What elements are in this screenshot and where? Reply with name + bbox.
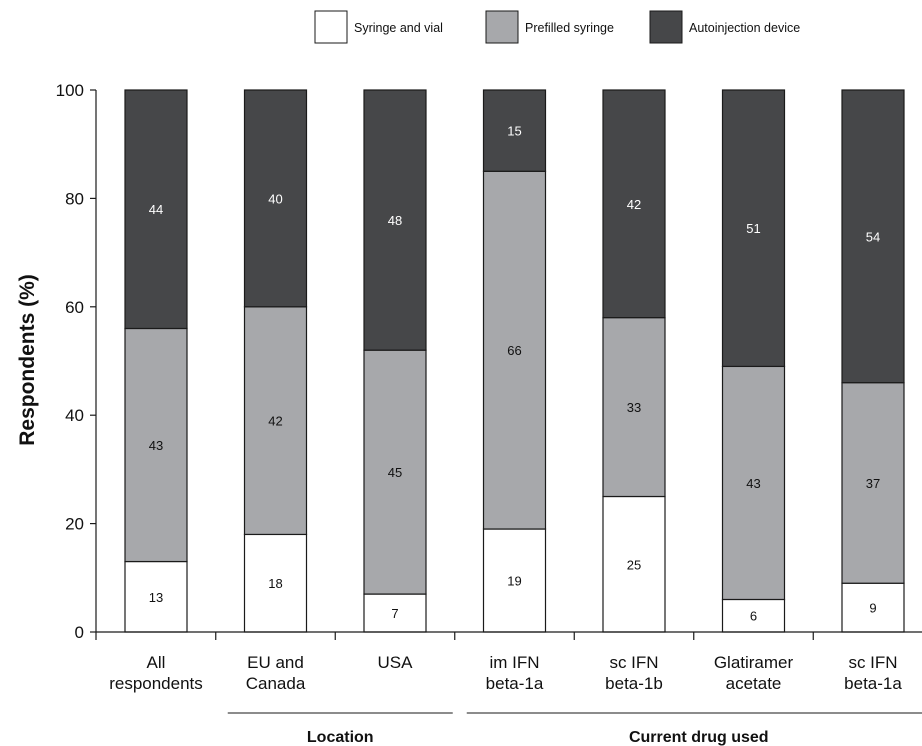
y-axis: 0 20 40 60 80 100: [56, 81, 97, 642]
category-groups: Location Current drug used: [227, 712, 922, 746]
data-label-1-3: 44: [149, 202, 163, 217]
bar-stack-3: 7 45 48: [363, 89, 427, 633]
data-label-4-2: 66: [507, 343, 521, 358]
y-tick-label-60: 60: [65, 298, 84, 317]
bar-segment-4-3: [482, 89, 547, 172]
group-label-2: Current drug used: [629, 729, 769, 746]
data-label-5-2: 33: [627, 400, 641, 415]
data-label-2-1: 18: [268, 576, 282, 591]
data-label-4-3: 15: [507, 124, 521, 139]
y-axis-label: Respondents (%): [16, 274, 39, 446]
legend-label-1: Syringe and vial: [354, 21, 443, 35]
bar-segment-5-2: [602, 317, 666, 498]
y-tick-label-80: 80: [65, 189, 84, 208]
data-label-7-2: 37: [866, 476, 880, 491]
bar-segment-4-1: [482, 528, 547, 633]
x-tick-label-1: All respondents: [109, 653, 203, 693]
bar-segment-2-3: [243, 89, 308, 308]
bar-segment-3-1: [363, 593, 427, 633]
x-tick-label-3: USA: [378, 653, 414, 672]
data-label-2-2: 42: [268, 414, 282, 429]
data-label-5-3: 42: [627, 197, 641, 212]
bar-segment-2-2: [243, 306, 308, 536]
data-label-5-1: 25: [627, 557, 641, 572]
bar-segment-6-2: [721, 365, 786, 601]
bar-segment-3-2: [363, 349, 427, 595]
bar-stack-6: 6 43 51: [721, 89, 786, 633]
legend-swatch-1: [314, 10, 348, 44]
bar-stack-4: 19 66 15: [482, 89, 547, 633]
data-label-1-2: 43: [149, 438, 163, 453]
bar-segment-1-2: [124, 327, 188, 563]
legend-swatch-2: [485, 10, 519, 44]
data-label-6-2: 43: [746, 476, 760, 491]
data-label-6-1: 6: [750, 609, 757, 624]
data-label-3-3: 48: [388, 213, 402, 228]
x-tick-label-5: sc IFN beta-1b: [605, 653, 663, 693]
x-tick-label-7: sc IFN beta-1a: [844, 653, 902, 693]
y-tick-label-20: 20: [65, 515, 84, 534]
legend-swatch-3: [649, 10, 683, 44]
data-label-7-3: 54: [866, 229, 880, 244]
bar-segment-3-3: [363, 89, 427, 351]
y-tick-label-40: 40: [65, 406, 84, 425]
bars: 13 43 44 18 42 40 7 45 48 19 66 15 25 33 42 6 43 51 9 37 54: [124, 89, 905, 633]
data-label-2-3: 40: [268, 191, 282, 206]
bar-segment-4-2: [482, 170, 547, 530]
bar-segment-7-3: [841, 89, 905, 384]
data-label-3-2: 45: [388, 465, 402, 480]
x-tick-label-6: Glatiramer acetate: [714, 653, 794, 693]
data-label-6-3: 51: [746, 221, 760, 236]
bar-stack-5: 25 33 42: [602, 89, 666, 633]
bar-segment-7-2: [841, 382, 905, 584]
bar-segment-5-1: [602, 495, 666, 633]
data-label-1-1: 13: [149, 590, 163, 605]
group-label-1: Location: [307, 729, 374, 746]
x-axis: All respondents EU and Canada USA im IFN beta-…: [95, 631, 922, 693]
bar-segment-1-3: [124, 89, 188, 330]
legend: Syringe and vial Prefilled syringe Autoinj…: [314, 10, 800, 44]
bar-stack-2: 18 42 40: [243, 89, 308, 633]
x-tick-label-2: EU and Canada: [246, 653, 306, 693]
bar-segment-6-3: [721, 89, 786, 368]
legend-label-2: Prefilled syringe: [525, 21, 614, 35]
y-tick-label-100: 100: [56, 81, 84, 100]
y-tick-label-0: 0: [75, 623, 84, 642]
legend-label-3: Autoinjection device: [689, 21, 800, 35]
bar-segment-2-1: [243, 533, 308, 633]
bar-segment-5-3: [602, 89, 666, 319]
bar-stack-1: 13 43 44: [124, 89, 188, 633]
data-label-3-1: 7: [391, 606, 398, 621]
bar-segment-6-1: [721, 598, 786, 633]
data-label-4-1: 19: [507, 574, 521, 589]
x-tick-label-4: im IFN beta-1a: [486, 653, 544, 693]
data-label-7-1: 9: [869, 601, 876, 616]
bar-stack-7: 9 37 54: [841, 89, 905, 633]
